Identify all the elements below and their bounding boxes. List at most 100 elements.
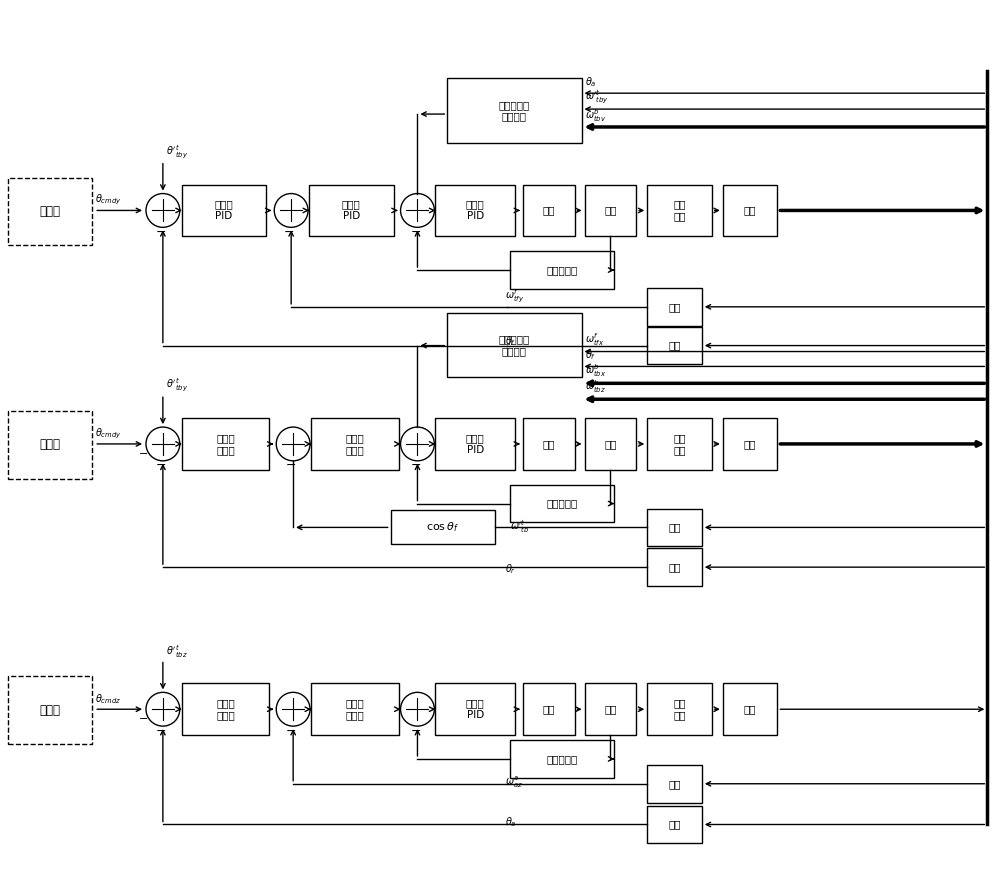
Bar: [523, 184, 575, 236]
Text: $\theta_a$: $\theta_a$: [505, 816, 517, 829]
Text: 霍尔传感器: 霍尔传感器: [547, 499, 578, 508]
Circle shape: [146, 194, 180, 228]
Circle shape: [401, 194, 434, 228]
Text: −: −: [410, 226, 421, 239]
Text: 霍尔传感器: 霍尔传感器: [547, 265, 578, 275]
Text: 陀螺: 陀螺: [668, 302, 681, 312]
Text: 功放: 功放: [542, 704, 555, 714]
Bar: [311, 418, 399, 470]
Text: 俯仰框: 俯仰框: [40, 205, 61, 218]
Bar: [182, 184, 266, 236]
Text: −: −: [139, 714, 149, 724]
Text: 横滚耦合力
矩补偿器: 横滚耦合力 矩补偿器: [499, 335, 530, 356]
Text: $\omega^{a}_{az}$: $\omega^{a}_{az}$: [505, 774, 523, 790]
Bar: [647, 418, 712, 470]
Text: $\omega'^{t}_{tby}$: $\omega'^{t}_{tby}$: [585, 89, 609, 106]
Bar: [585, 184, 636, 236]
Text: $\theta_{cmdz}$: $\theta_{cmdz}$: [95, 693, 122, 706]
Bar: [723, 184, 777, 236]
Bar: [8, 411, 92, 479]
Bar: [182, 418, 269, 470]
Text: $\omega^{b}_{tbx}$: $\omega^{b}_{tbx}$: [585, 362, 606, 380]
Text: $\theta_r$: $\theta_r$: [505, 562, 516, 576]
Text: $\theta'^{t}_{tbz}$: $\theta'^{t}_{tbz}$: [166, 643, 188, 660]
Bar: [435, 683, 515, 735]
Text: $\theta_{cmdy}$: $\theta_{cmdy}$: [95, 427, 122, 441]
Text: $\omega'^{t}_{tb}$: $\omega'^{t}_{tb}$: [510, 519, 530, 535]
Bar: [510, 740, 614, 778]
Text: $\omega^{f}_{tfy}$: $\omega^{f}_{tfy}$: [505, 288, 524, 305]
Text: 传动
机构: 传动 机构: [673, 699, 686, 720]
Text: −: −: [156, 226, 166, 239]
Text: $\omega^{b}_{tbz}$: $\omega^{b}_{tbz}$: [585, 379, 605, 395]
Text: 框架: 框架: [744, 439, 756, 449]
Text: 功放: 功放: [542, 205, 555, 216]
Text: −: −: [284, 226, 294, 239]
Text: 位置环
PID: 位置环 PID: [215, 200, 233, 222]
Text: 电机: 电机: [604, 439, 617, 449]
Text: −: −: [156, 725, 166, 738]
Circle shape: [146, 693, 180, 726]
Text: −: −: [286, 460, 296, 472]
Circle shape: [274, 194, 308, 228]
Text: $\theta_f$: $\theta_f$: [585, 348, 596, 362]
Circle shape: [146, 427, 180, 461]
Text: $\theta_a$: $\theta_a$: [585, 76, 596, 90]
Bar: [182, 683, 269, 735]
Circle shape: [276, 693, 310, 726]
Bar: [647, 683, 712, 735]
Text: 陀螺: 陀螺: [668, 779, 681, 789]
Bar: [647, 806, 702, 844]
Bar: [435, 418, 515, 470]
Bar: [647, 548, 702, 586]
Bar: [647, 288, 702, 326]
Bar: [309, 184, 394, 236]
Bar: [647, 327, 702, 364]
Text: $\theta'^{t}_{tby}$: $\theta'^{t}_{tby}$: [166, 143, 188, 161]
Bar: [391, 509, 495, 544]
Text: −: −: [410, 460, 421, 472]
Text: 俯仰耦合力
矩补偿器: 俯仰耦合力 矩补偿器: [499, 100, 530, 122]
Text: 位置环
控制器: 位置环 控制器: [216, 699, 235, 720]
Text: 码盘: 码盘: [668, 819, 681, 830]
Bar: [8, 676, 92, 744]
Text: $\cos\theta_f$: $\cos\theta_f$: [426, 520, 459, 534]
Text: 方位框: 方位框: [40, 704, 61, 717]
Circle shape: [401, 427, 434, 461]
Text: −: −: [139, 449, 149, 459]
Text: 速率环
PID: 速率环 PID: [342, 200, 361, 222]
Text: 霍尔传感器: 霍尔传感器: [547, 754, 578, 764]
Text: 速率环
控制器: 速率环 控制器: [345, 433, 364, 454]
Text: 横滚框: 横滚框: [40, 439, 61, 451]
Bar: [510, 251, 614, 289]
Text: −: −: [410, 725, 421, 738]
Text: $\theta_f$: $\theta_f$: [505, 334, 516, 348]
Text: −: −: [156, 460, 166, 472]
Bar: [723, 683, 777, 735]
Text: 速率环
控制器: 速率环 控制器: [345, 699, 364, 720]
Bar: [585, 683, 636, 735]
Text: 码盘: 码盘: [668, 562, 681, 572]
Text: 框架: 框架: [744, 205, 756, 216]
Bar: [523, 418, 575, 470]
Bar: [311, 683, 399, 735]
Text: 框架: 框架: [744, 704, 756, 714]
Text: 位置环
控制器: 位置环 控制器: [216, 433, 235, 454]
Circle shape: [276, 427, 310, 461]
Text: 电流环
PID: 电流环 PID: [466, 200, 485, 222]
Text: $\omega^{b}_{tbv}$: $\omega^{b}_{tbv}$: [585, 107, 606, 124]
Bar: [723, 418, 777, 470]
Text: 电流环
PID: 电流环 PID: [466, 433, 485, 454]
Text: $\theta_{cmdy}$: $\theta_{cmdy}$: [95, 193, 122, 208]
Text: 功放: 功放: [542, 439, 555, 449]
Bar: [585, 418, 636, 470]
Text: $\theta'^{t}_{tby}$: $\theta'^{t}_{tby}$: [166, 377, 188, 395]
Text: 电机: 电机: [604, 704, 617, 714]
Bar: [8, 177, 92, 245]
Text: −: −: [286, 725, 296, 738]
Circle shape: [401, 693, 434, 726]
Text: 码盘: 码盘: [668, 341, 681, 350]
Bar: [523, 683, 575, 735]
Bar: [435, 184, 515, 236]
Text: 电机: 电机: [604, 205, 617, 216]
